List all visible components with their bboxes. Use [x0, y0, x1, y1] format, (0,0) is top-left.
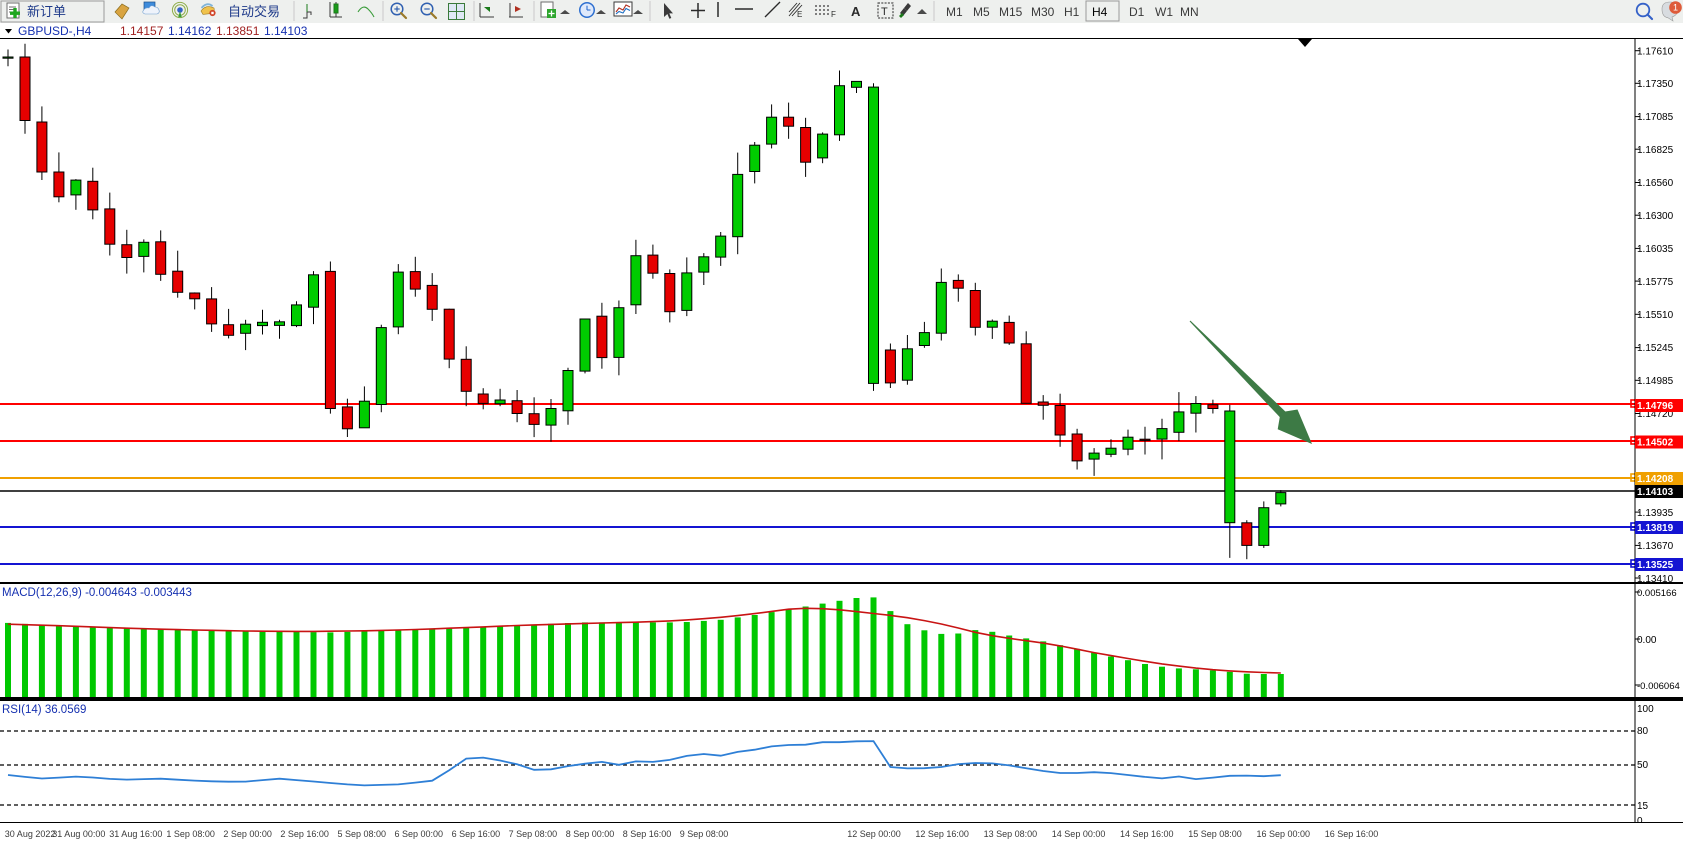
svg-text:1 Sep 08:00: 1 Sep 08:00 [166, 829, 215, 839]
svg-text:1.17085: 1.17085 [1637, 112, 1674, 123]
svg-text:16 Sep 00:00: 16 Sep 00:00 [1257, 829, 1311, 839]
svg-text:5 Sep 08:00: 5 Sep 08:00 [338, 829, 387, 839]
svg-text:M30: M30 [1031, 5, 1055, 19]
svg-text:0.00: 0.00 [1637, 635, 1657, 646]
svg-text:MACD(12,26,9) -0.004643 -0.003: MACD(12,26,9) -0.004643 -0.003443 [2, 587, 192, 599]
svg-text:自动交易: 自动交易 [228, 4, 280, 19]
svg-text:F: F [831, 10, 836, 19]
svg-text:1.13935: 1.13935 [1637, 508, 1674, 519]
svg-text:1: 1 [1673, 3, 1678, 13]
svg-text:15: 15 [1637, 801, 1649, 812]
svg-text:1.17610: 1.17610 [1637, 47, 1674, 58]
svg-text:RSI(14) 36.0569: RSI(14) 36.0569 [2, 704, 86, 716]
svg-text:31 Aug 16:00: 31 Aug 16:00 [109, 829, 162, 839]
svg-text:1.14208: 1.14208 [1637, 474, 1674, 485]
svg-text:1.16825: 1.16825 [1637, 145, 1674, 156]
svg-text:1.16035: 1.16035 [1637, 244, 1674, 255]
svg-text:H4: H4 [1092, 5, 1108, 19]
svg-text:1.15775: 1.15775 [1637, 277, 1674, 288]
svg-text:1.15245: 1.15245 [1637, 343, 1674, 354]
svg-text:9 Sep 08:00: 9 Sep 08:00 [680, 829, 729, 839]
svg-text:6 Sep 00:00: 6 Sep 00:00 [395, 829, 444, 839]
svg-text:W1: W1 [1155, 5, 1173, 19]
svg-text:1.13525: 1.13525 [1637, 560, 1674, 571]
svg-text:50: 50 [1637, 760, 1649, 771]
svg-text:A: A [851, 4, 861, 19]
svg-text:D1: D1 [1129, 5, 1145, 19]
svg-text:1.13851: 1.13851 [216, 24, 260, 38]
svg-text:1.16300: 1.16300 [1637, 211, 1674, 222]
svg-text:15 Sep 08:00: 15 Sep 08:00 [1188, 829, 1242, 839]
svg-text:80: 80 [1637, 726, 1649, 737]
svg-text:1.14157: 1.14157 [120, 24, 164, 38]
svg-text:1.14502: 1.14502 [1637, 438, 1674, 449]
svg-text:H1: H1 [1064, 5, 1080, 19]
svg-text:1.14162: 1.14162 [168, 24, 212, 38]
svg-text:100: 100 [1637, 704, 1654, 715]
svg-text:1.13410: 1.13410 [1637, 574, 1674, 582]
svg-text:16 Sep 16:00: 16 Sep 16:00 [1325, 829, 1379, 839]
svg-text:M1: M1 [946, 5, 963, 19]
svg-text:13 Sep 08:00: 13 Sep 08:00 [984, 829, 1038, 839]
svg-text:14 Sep 16:00: 14 Sep 16:00 [1120, 829, 1174, 839]
svg-text:-0.006064: -0.006064 [1637, 681, 1680, 692]
svg-text:1.14103: 1.14103 [1637, 487, 1674, 498]
svg-text:14 Sep 00:00: 14 Sep 00:00 [1052, 829, 1106, 839]
svg-text:8 Sep 16:00: 8 Sep 16:00 [623, 829, 672, 839]
svg-text:1.14985: 1.14985 [1637, 376, 1674, 387]
svg-text:31 Aug 00:00: 31 Aug 00:00 [52, 829, 105, 839]
svg-text:1.16560: 1.16560 [1637, 178, 1674, 189]
svg-text:GBPUSD-,H4: GBPUSD-,H4 [18, 24, 92, 38]
svg-text:1.17350: 1.17350 [1637, 79, 1674, 90]
svg-text:M5: M5 [973, 5, 990, 19]
svg-text:6 Sep 16:00: 6 Sep 16:00 [452, 829, 501, 839]
svg-text:1.13670: 1.13670 [1637, 541, 1674, 552]
svg-text:1.14796: 1.14796 [1637, 401, 1674, 412]
svg-text:1.15510: 1.15510 [1637, 310, 1674, 321]
svg-text:2 Sep 00:00: 2 Sep 00:00 [223, 829, 272, 839]
svg-text:12 Sep 00:00: 12 Sep 00:00 [847, 829, 901, 839]
svg-text:T: T [881, 6, 888, 18]
svg-text:30 Aug 2022: 30 Aug 2022 [5, 829, 56, 839]
svg-text:12 Sep 16:00: 12 Sep 16:00 [915, 829, 969, 839]
svg-text:E: E [797, 10, 802, 19]
svg-text:8 Sep 00:00: 8 Sep 00:00 [566, 829, 615, 839]
svg-text:MN: MN [1180, 5, 1199, 19]
svg-text:2 Sep 16:00: 2 Sep 16:00 [280, 829, 329, 839]
svg-text:7 Sep 08:00: 7 Sep 08:00 [509, 829, 558, 839]
svg-text:新订单: 新订单 [27, 4, 66, 19]
svg-text:1.14103: 1.14103 [264, 24, 308, 38]
svg-text:M15: M15 [999, 5, 1023, 19]
svg-text:1.13819: 1.13819 [1637, 523, 1674, 534]
svg-text:0.005166: 0.005166 [1637, 588, 1677, 599]
